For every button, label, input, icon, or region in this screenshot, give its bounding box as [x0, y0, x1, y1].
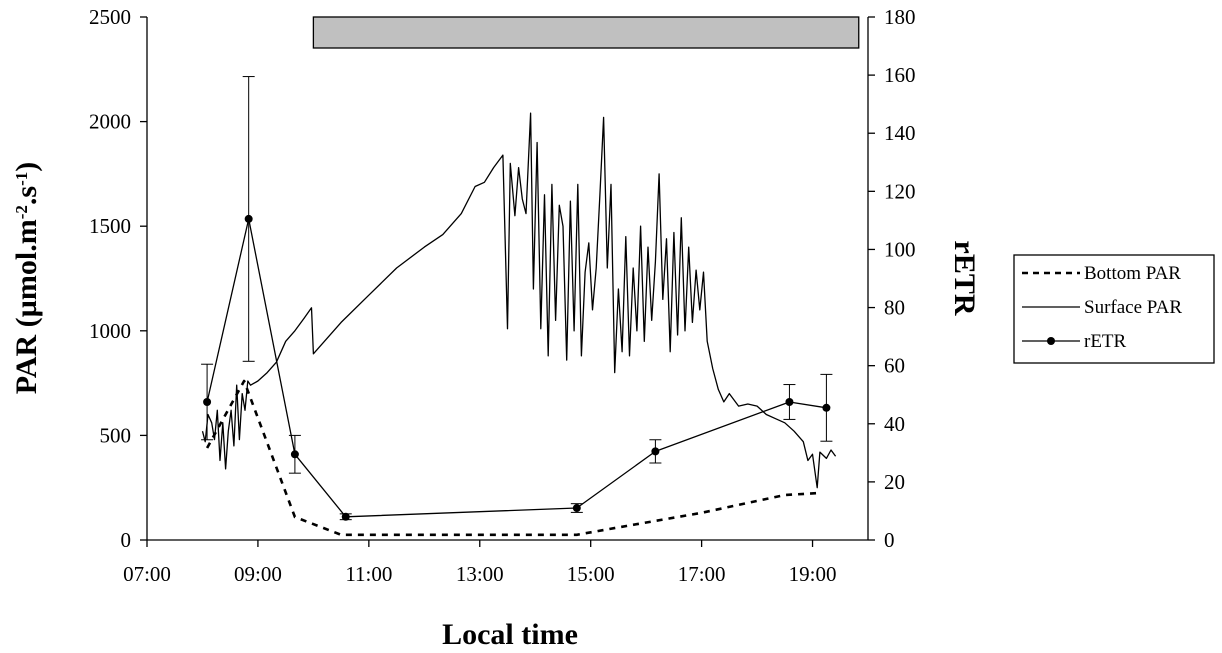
- y-right-tick-label: 80: [884, 296, 905, 320]
- y-right-tick-label: 180: [884, 5, 916, 29]
- y-left-tick-label: 2000: [89, 110, 131, 134]
- y-axis-title-left-sup1: -2: [12, 205, 31, 219]
- y-left-tick-label: 0: [121, 528, 132, 552]
- x-tick-label: 17:00: [678, 562, 726, 586]
- rETR-point: [651, 447, 660, 456]
- x-tick-label: 07:00: [123, 562, 171, 586]
- legend-label-surface-par: Surface PAR: [1084, 297, 1182, 318]
- y-right-tick-label: 160: [884, 63, 916, 87]
- y-right-tick-label: 0: [884, 528, 895, 552]
- y-left-tick-label: 1500: [89, 214, 131, 238]
- x-axis-title: Local time: [442, 618, 578, 651]
- y-left-tick-label: 500: [100, 423, 132, 447]
- y-axis-title-left: PAR (µmol.m-2.s-1): [10, 162, 43, 395]
- legend-label-retr: rETR: [1084, 331, 1127, 352]
- y-axis-title-left-sup2: -1: [12, 172, 31, 186]
- legend-marker-retr: [1047, 337, 1055, 345]
- y-axis-title-right: rETR: [948, 241, 981, 316]
- y-left-tick-label: 1000: [89, 319, 131, 343]
- x-tick-label: 19:00: [789, 562, 837, 586]
- y-right-tick-label: 40: [884, 412, 905, 436]
- series-line-bottom-par: [205, 379, 822, 537]
- rETR-point: [244, 214, 253, 223]
- x-tick-label: 15:00: [567, 562, 615, 586]
- rETR-point: [290, 450, 299, 459]
- series-line-retr: [206, 218, 827, 518]
- rETR-point: [341, 512, 350, 521]
- y-right-tick-label: 120: [884, 179, 916, 203]
- rETR-point: [785, 397, 794, 406]
- rETR-point: [572, 504, 581, 513]
- rETR-point: [822, 403, 831, 412]
- shaded-bar: [312, 16, 860, 49]
- x-tick-label: 11:00: [345, 562, 392, 586]
- y-right-tick-label: 20: [884, 470, 905, 494]
- y-right-tick-label: 140: [884, 121, 916, 145]
- x-tick-label: 13:00: [456, 562, 504, 586]
- rETR-point: [203, 397, 212, 406]
- series-line-surface-par: [201, 112, 837, 489]
- shaded-bar-group: [312, 16, 860, 49]
- y-right-tick-label: 100: [884, 237, 916, 261]
- y-axis-title-left-main: PAR (µmol.m: [10, 219, 43, 394]
- y-axis-title-left-mid: .s: [10, 186, 43, 205]
- legend-label-bottom-par: Bottom PAR: [1084, 263, 1181, 284]
- y-left-tick-label: 2500: [89, 5, 131, 29]
- x-tick-label: 09:00: [234, 562, 282, 586]
- y-axis-title-left-end: ): [10, 162, 43, 172]
- y-right-tick-label: 60: [884, 354, 905, 378]
- series-group: [201, 76, 837, 537]
- axes-group: 0 500 1000 1500 2000 2500 0 20 40 60 80 100 120 140 16…: [89, 5, 916, 586]
- legend: Bottom PAR Surface PAR rETR: [1013, 254, 1215, 364]
